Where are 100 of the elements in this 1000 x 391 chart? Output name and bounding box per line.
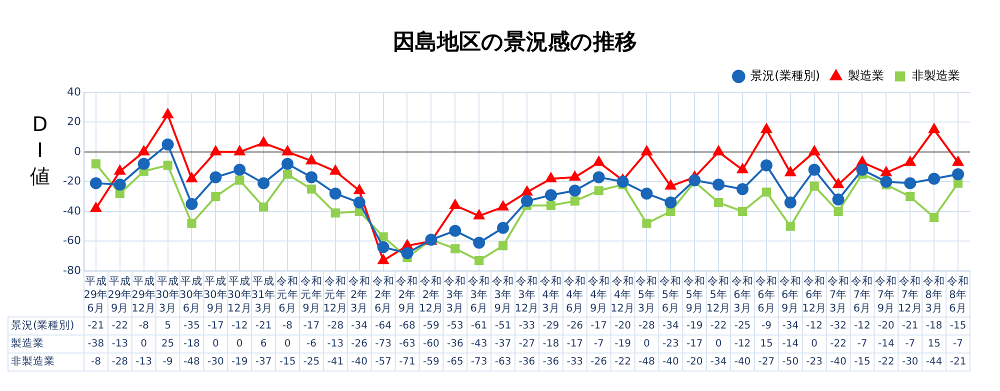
x-tick-label: 平成30年3月 (156, 274, 180, 315)
text: 景況(業種別) (11, 320, 74, 332)
data-label: -22 (614, 356, 631, 368)
x-tick-label: 令和4年9月 (588, 274, 610, 315)
legend-label: 景況(業種別) (750, 68, 820, 83)
data-label: -17 (303, 320, 320, 332)
x-tick-label: 令和元年12月 (323, 274, 348, 315)
data-label: -26 (566, 320, 584, 332)
data-label: -50 (782, 356, 799, 368)
x-tick-label: 平成29年9月 (108, 274, 132, 315)
data-label: -22 (830, 338, 846, 350)
x-tick-label: 令和元年9月 (300, 274, 322, 315)
data-label: -7 (905, 338, 916, 350)
data-label: -57 (375, 356, 392, 368)
x-tick-label: 令和6年6月 (755, 274, 778, 315)
data-label: 15 (928, 338, 940, 350)
data-label: -29 (542, 320, 560, 332)
data-label: -15 (279, 356, 296, 368)
x-tick-label: 令和6年3月 (732, 274, 754, 315)
data-label: -22 (112, 320, 128, 332)
data-label: -51 (494, 320, 512, 332)
data-label: -6 (306, 338, 316, 350)
data-label: 5 (164, 320, 171, 332)
data-label: -40 (734, 356, 751, 368)
y-tick-label: 20 (66, 115, 81, 128)
x-tick-label: 令和8年3月 (923, 274, 946, 315)
x-tick-label: 令和4年3月 (540, 274, 562, 315)
x-tick-label: 令和2年3月 (348, 274, 370, 315)
data-label: -21 (255, 320, 272, 332)
data-label: -64 (375, 320, 392, 332)
data-label: -7 (594, 338, 604, 350)
data-label: -63 (494, 356, 512, 368)
x-tick-label: 令和2年9月 (396, 274, 418, 315)
data-label: -36 (446, 338, 464, 350)
data-label: -28 (327, 320, 344, 332)
data-label: -48 (184, 356, 200, 368)
x-tick-label: 令和5年9月 (684, 274, 706, 315)
x-tick-label: 令和元年6月 (276, 274, 299, 315)
data-label: -21 (950, 356, 966, 368)
data-label: -36 (542, 356, 560, 368)
data-label: -40 (830, 356, 846, 368)
x-tick-label: 令和6年9月 (779, 274, 802, 315)
data-label: 0 (284, 338, 291, 350)
y-tick-label: -40 (63, 204, 81, 218)
data-label: -34 (351, 320, 368, 332)
data-label: -60 (423, 338, 440, 350)
data-label: -27 (758, 356, 775, 368)
data-label: -44 (926, 356, 942, 368)
data-label: -20 (614, 320, 631, 332)
y-tick-label: 40 (66, 85, 81, 98)
data-label: -13 (136, 356, 152, 368)
data-label: -28 (112, 356, 128, 368)
x-tick-label: 令和4年6月 (564, 274, 586, 315)
data-label: -21 (902, 320, 918, 332)
data-label: -12 (231, 320, 248, 332)
data-label: -33 (518, 320, 536, 332)
data-label: -28 (638, 320, 655, 332)
data-label: -8 (282, 320, 293, 332)
legend-label: 製造業 (848, 68, 884, 83)
data-label: -20 (878, 320, 894, 332)
data-label: 0 (140, 338, 148, 350)
x-tick-label: 平成29年6月 (84, 274, 108, 315)
data-label: -17 (686, 338, 703, 350)
x-tick-label: 令和2年6月 (372, 274, 394, 315)
x-tick-label: 平成31年3月 (251, 274, 276, 315)
data-label: -36 (518, 356, 536, 368)
data-label: -14 (782, 338, 799, 350)
data-label: -34 (710, 356, 727, 368)
data-label: -26 (590, 356, 607, 368)
data-label: -53 (446, 320, 464, 332)
data-label: -23 (806, 356, 823, 368)
data-label: -73 (470, 356, 488, 368)
data-label: -34 (662, 320, 679, 332)
data-label: -12 (806, 320, 823, 332)
data-label: -18 (542, 338, 560, 350)
data-label: -33 (566, 356, 584, 368)
data-label: -38 (88, 338, 104, 350)
x-tick-label: 令和4年12月 (610, 274, 635, 315)
x-tick-label: 令和3年12月 (514, 274, 540, 315)
data-label: -17 (566, 338, 584, 350)
x-tick-label: 令和3年6月 (468, 274, 490, 315)
data-label: 15 (760, 338, 773, 350)
text: 製造業 (11, 338, 44, 350)
data-label: -8 (90, 356, 101, 368)
x-tick-label: 令和6年12月 (802, 274, 827, 315)
data-label: -12 (854, 320, 870, 332)
x-tick-label: 令和7年6月 (851, 274, 874, 315)
x-tick-label: 平成30年12月 (227, 274, 252, 315)
data-label: -14 (878, 338, 894, 350)
data-label: -23 (662, 338, 679, 350)
data-label: -40 (351, 356, 368, 368)
data-label: 0 (212, 338, 219, 350)
data-label: -30 (208, 356, 224, 368)
data-label: -61 (470, 320, 488, 332)
data-label: -48 (638, 356, 655, 368)
data-label: -37 (494, 338, 512, 350)
data-label: -21 (88, 320, 104, 332)
data-label: -41 (327, 356, 344, 368)
x-tick-label: 令和5年3月 (636, 274, 658, 315)
text: 非製造業 (11, 356, 55, 368)
